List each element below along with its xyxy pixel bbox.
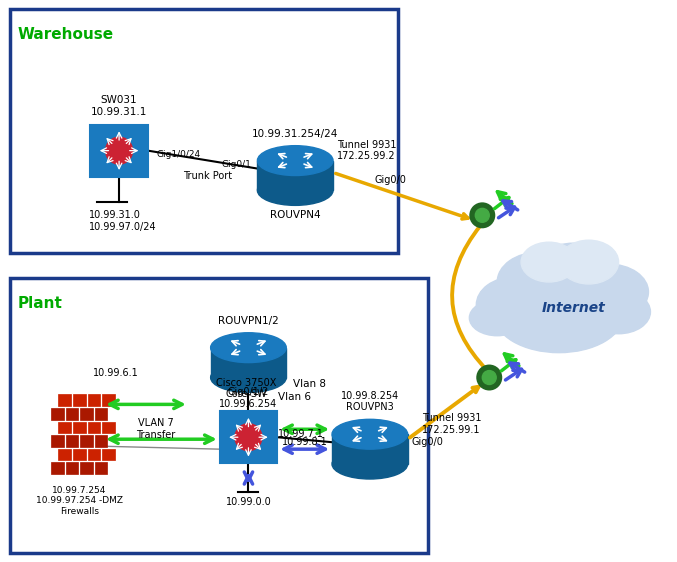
Bar [81,435,93,447]
Bar [9,278,428,552]
Bar [102,395,115,406]
Text: VLAN 7
Transfer: VLAN 7 Transfer [136,419,175,440]
Text: Plant: Plant [18,296,62,311]
Text: Gig0/0: Gig0/0 [375,175,407,185]
Bar [87,395,100,406]
Text: Gig0/1/2
10.99.6.254: Gig0/1/2 10.99.6.254 [219,387,278,409]
Text: Gig0/0: Gig0/0 [412,437,443,447]
Circle shape [482,370,496,384]
Text: Tunnel 9931
172.25.99.1: Tunnel 9931 172.25.99.1 [422,414,481,435]
Bar [51,435,64,447]
Bar [211,348,286,378]
Bar [66,408,79,420]
Bar [87,422,100,433]
Ellipse shape [332,449,408,479]
Bar [81,463,93,474]
Bar [102,422,115,433]
Ellipse shape [211,333,286,362]
Bar [332,434,408,464]
Circle shape [471,203,494,227]
Ellipse shape [494,277,624,352]
Text: Trunk Port: Trunk Port [183,170,232,180]
Text: Cisco 3750X
Core-SW: Cisco 3750X Core-SW [216,378,277,400]
Bar [90,125,148,176]
Bar [73,422,85,433]
Text: SW031
10.99.31.1: SW031 10.99.31.1 [91,95,148,117]
Circle shape [475,209,489,223]
Text: Gig0/1: Gig0/1 [221,160,251,169]
Bar [81,408,93,420]
Bar [66,435,79,447]
Bar [73,395,85,406]
Circle shape [235,424,262,451]
Bar [95,463,108,474]
Ellipse shape [569,264,649,320]
Text: Warehouse: Warehouse [18,28,114,42]
Bar [9,10,397,253]
Text: 10.99.31.254/24: 10.99.31.254/24 [252,129,338,139]
Bar [58,449,71,460]
Text: 10.99.8.254
ROUVPN3: 10.99.8.254 ROUVPN3 [341,391,399,413]
Bar [219,411,278,463]
Text: Vlan 8: Vlan 8 [292,379,326,389]
Ellipse shape [332,419,408,449]
Ellipse shape [587,290,651,334]
Text: 10.99.31.0
10.99.97.0/24: 10.99.31.0 10.99.97.0/24 [89,210,157,232]
Ellipse shape [211,362,286,392]
Bar [95,408,108,420]
Text: Gig1/0/24: Gig1/0/24 [157,150,201,159]
Ellipse shape [521,242,577,282]
Text: Tunnel 9931
172.25.99.2: Tunnel 9931 172.25.99.2 [337,140,397,161]
Bar [51,463,64,474]
Text: 10.99.6.1: 10.99.6.1 [93,368,139,378]
Bar [66,463,79,474]
Text: 10.99.8.1: 10.99.8.1 [282,437,328,447]
Text: ROUVPN1/2: ROUVPN1/2 [218,316,279,326]
Text: Vlan 6: Vlan 6 [278,392,311,402]
Ellipse shape [469,300,525,336]
Bar [58,395,71,406]
Text: Internet: Internet [542,301,606,315]
Circle shape [106,137,133,164]
Ellipse shape [529,243,619,307]
Bar [51,408,64,420]
Text: 10.99.7.1: 10.99.7.1 [278,429,324,439]
Ellipse shape [257,175,333,205]
Ellipse shape [257,146,333,175]
Text: ROUVPN4: ROUVPN4 [270,210,320,220]
Text: 10.99.0.0: 10.99.0.0 [225,497,271,507]
Bar [87,449,100,460]
Text: 10.99.7.254
10.99.97.254 -DMZ
Firewalls: 10.99.7.254 10.99.97.254 -DMZ Firewalls [36,486,123,516]
Ellipse shape [477,277,552,333]
Bar [95,435,108,447]
Circle shape [477,365,501,389]
Bar [257,161,333,191]
Bar [102,449,115,460]
Bar [73,449,85,460]
Ellipse shape [497,252,581,312]
Bar [58,422,71,433]
Ellipse shape [559,240,619,284]
